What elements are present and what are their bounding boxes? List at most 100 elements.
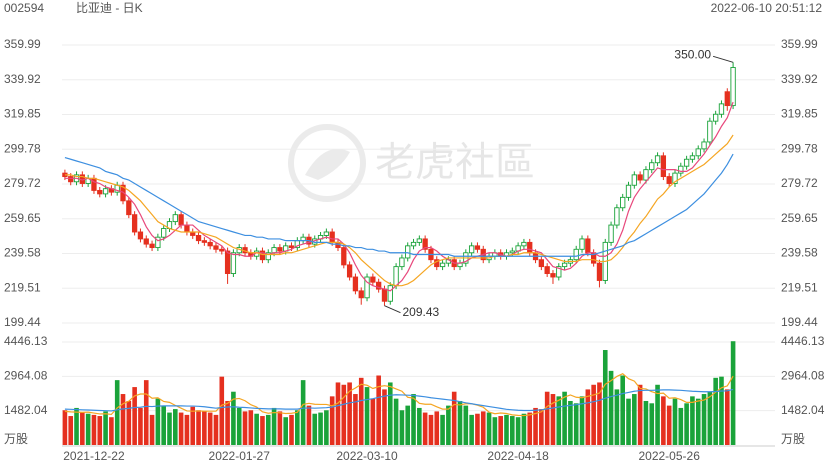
volume-bar [190,406,196,445]
volume-bar [126,400,132,445]
volume-bar [271,407,277,445]
candle-body [439,262,446,268]
volume-bar [85,413,91,445]
candle-body [620,196,626,209]
candle-body [689,155,696,160]
volume-bar [562,391,567,445]
y-tick-label: 359.99 [4,37,41,51]
volume-unit-right: 万股 [781,432,805,446]
volume-bar [591,384,596,445]
volume-bar [161,405,166,445]
y-tick-label-right: 299.78 [781,141,818,155]
volume-bar [457,400,463,445]
y-tick-label: 219.51 [4,280,41,294]
candle-body [341,247,347,266]
stock-code: 002594 [4,1,44,15]
volume-bar [579,396,585,445]
volume-bar [393,398,399,445]
volume-bar [649,403,655,445]
volume-bar [62,410,68,445]
candle-body [718,103,725,115]
y-tick-label-right: 4446.13 [781,334,825,348]
candle-body [666,176,672,184]
y-tick-label-right: 339.92 [781,72,818,86]
candle-body [707,120,713,143]
x-tick-label: 2021-12-22 [63,449,125,463]
watermark: 老虎社區 [288,124,535,202]
candle-body [213,245,219,250]
volume-bar [213,414,219,445]
volume-bar [173,409,178,445]
candle-body [131,214,138,233]
volume-bar [97,416,103,445]
candle-body [550,273,556,278]
volume-bar [713,377,718,445]
moving-average-line [64,134,734,287]
candle-body [660,155,667,178]
volume-bar [521,413,527,445]
volume-bar [573,403,579,445]
candle-body [614,207,620,226]
annotation-line [384,305,401,314]
candle-body [579,238,585,250]
volume-bar [236,407,242,445]
candle-body [416,238,422,243]
volume-bar [324,410,329,445]
y-tick-label: 239.58 [4,246,41,260]
volume-bar [277,411,283,445]
volume-bar [132,387,137,445]
candle-body [364,276,370,299]
volume-bar [74,407,79,445]
volume-bar [114,380,120,445]
candle-body [422,238,428,250]
candle-body [376,281,382,290]
candle-body [695,148,701,157]
annotation-label: 350.00 [674,47,711,61]
candle-body [701,141,707,150]
candle-body [683,158,690,167]
volume-bar [178,412,184,445]
x-tick-label: 2022-03-10 [336,449,398,463]
volume-bar [504,414,509,445]
volume-bar [370,398,376,445]
y-tick-label: 199.44 [4,315,41,329]
volume-bar [643,400,649,445]
volume-bar [289,414,294,445]
y-tick-label: 299.78 [4,141,41,155]
volume-bar [446,405,451,445]
candle-body [631,174,637,186]
volume-bar [411,394,416,445]
volume-bar [434,411,440,445]
volume-bar [428,414,434,445]
y-tick-label: 319.85 [4,107,41,121]
y-tick-label-right: 219.51 [781,280,818,294]
volume-bar [202,411,207,445]
annotation-label: 209.43 [402,305,439,319]
volume-bar [585,389,591,445]
volume-bar [515,417,521,445]
volume-bar [376,375,381,445]
volume-bar [550,394,556,445]
volume-bar [295,410,300,445]
volume-bar [422,412,428,445]
volume-bar [666,405,672,445]
volume-bar [68,416,74,445]
candle-body [381,288,388,302]
volume-bar [451,391,457,445]
volume-bar [724,389,730,445]
candle-body [474,245,481,250]
candle-body [585,238,591,254]
volume-bar [510,416,515,445]
candle-body [155,236,161,249]
candle-body [544,266,550,274]
volume-bar [155,398,161,445]
volume-bar [143,380,149,445]
candle-body [358,290,364,299]
volume-bar [626,398,631,445]
watermark-logo [288,124,366,202]
volume-bar [329,396,335,445]
candle-body [399,257,405,268]
volume-bar [167,412,172,445]
volume-bar [103,411,108,445]
candle-body [561,262,568,268]
